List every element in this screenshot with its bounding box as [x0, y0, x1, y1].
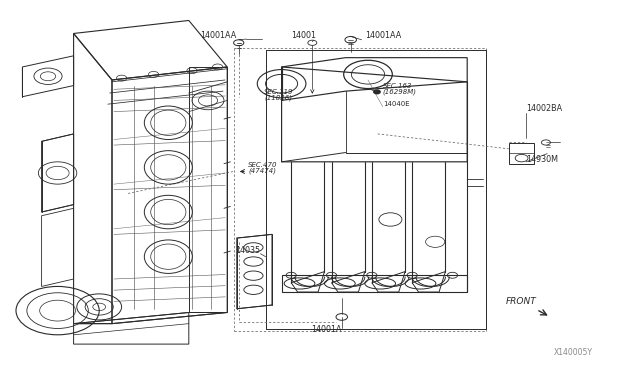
Text: SEC.119: SEC.119: [264, 89, 294, 95]
Text: 14001AA: 14001AA: [365, 31, 401, 40]
Text: 14035: 14035: [236, 246, 260, 255]
Text: 14002BA: 14002BA: [526, 105, 562, 113]
Text: 14930M: 14930M: [526, 155, 558, 164]
Circle shape: [374, 90, 380, 94]
Text: 14001: 14001: [291, 31, 316, 40]
Text: 14001A: 14001A: [311, 325, 342, 334]
Text: (16298M): (16298M): [383, 89, 417, 95]
Text: FRONT: FRONT: [506, 297, 536, 306]
Text: (11826): (11826): [264, 95, 292, 101]
Text: SEC.470: SEC.470: [248, 162, 278, 168]
Text: X140005Y: X140005Y: [554, 348, 592, 357]
Text: SEC.163: SEC.163: [383, 83, 412, 89]
Text: (47474): (47474): [248, 168, 276, 174]
Text: 14040E: 14040E: [383, 101, 410, 107]
Text: 14001AA: 14001AA: [200, 31, 237, 40]
